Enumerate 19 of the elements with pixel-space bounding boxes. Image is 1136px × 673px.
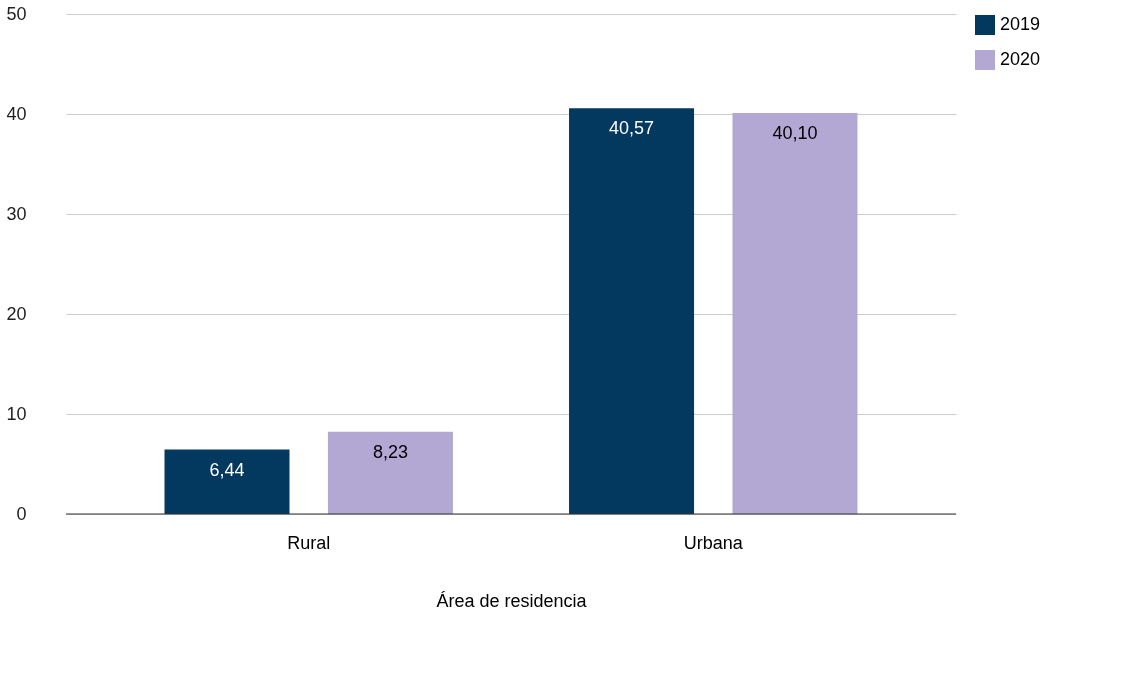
- data-label: 40,57: [609, 118, 655, 139]
- y-tick-label: 10: [6, 403, 27, 424]
- legend-label: 2020: [1000, 49, 1041, 69]
- data-label: 8,23: [372, 441, 408, 462]
- legend-label: 2019: [1000, 14, 1041, 34]
- bar: [164, 449, 290, 514]
- y-tick-label: 40: [6, 103, 27, 124]
- x-tick-label: Urbana: [683, 532, 744, 553]
- data-label: 6,44: [209, 459, 245, 480]
- y-tick-label: 50: [6, 3, 27, 24]
- y-tick-label: 0: [16, 503, 27, 524]
- x-axis-title: Área de residencia: [436, 590, 588, 611]
- bar: [569, 108, 695, 514]
- y-tick-label: 30: [6, 203, 27, 224]
- x-tick-label: Rural: [287, 532, 331, 553]
- y-tick-label: 20: [6, 303, 27, 324]
- data-label: 40,10: [772, 123, 818, 143]
- bar: [732, 113, 858, 514]
- bar: [327, 431, 453, 514]
